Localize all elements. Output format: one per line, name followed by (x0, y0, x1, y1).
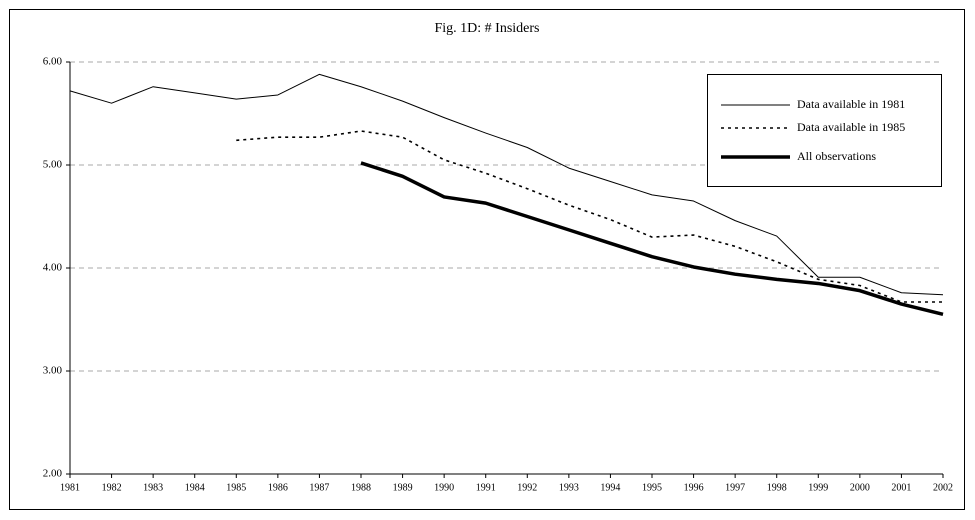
x-tick-label: 2001 (891, 482, 911, 493)
x-tick-label: 1981 (60, 482, 80, 493)
y-tick-label: 6.00 (43, 56, 63, 68)
x-tick-label: 1999 (808, 482, 828, 493)
x-tick-label: 2002 (933, 482, 953, 493)
legend-label: Data available in 1981 (797, 97, 905, 111)
x-tick-label: 1991 (476, 482, 496, 493)
x-tick-label: 1990 (434, 482, 454, 493)
series-line (236, 130, 943, 303)
x-tick-label: 1986 (268, 482, 288, 493)
y-tick-label: 3.00 (43, 365, 63, 377)
x-tick-label: 1998 (767, 482, 787, 493)
y-tick-label: 4.00 (43, 262, 63, 274)
legend-label: All observations (797, 149, 876, 163)
legend-label: Data available in 1985 (797, 120, 905, 134)
x-tick-label: 2000 (850, 482, 870, 493)
x-tick-label: 1984 (185, 482, 205, 493)
series-line (69, 73, 944, 296)
x-tick-label: 1993 (559, 482, 579, 493)
x-tick-label: 1989 (393, 482, 413, 493)
chart-title: Fig. 1D: # Insiders (435, 21, 540, 36)
y-tick-label: 5.00 (43, 159, 63, 171)
x-tick-label: 1992 (517, 482, 537, 493)
x-tick-label: 1985 (226, 482, 246, 493)
x-tick-label: 1987 (309, 482, 329, 493)
y-tick-label: 2.00 (43, 468, 63, 480)
x-tick-label: 1996 (684, 482, 704, 493)
x-tick-label: 1983 (143, 482, 163, 493)
series-line (360, 161, 944, 317)
x-tick-label: 1997 (725, 482, 745, 493)
x-tick-label: 1988 (351, 482, 371, 493)
x-tick-label: 1995 (642, 482, 662, 493)
x-tick-label: 1994 (600, 482, 620, 493)
legend-box (707, 74, 942, 187)
x-tick-label: 1982 (102, 482, 122, 493)
